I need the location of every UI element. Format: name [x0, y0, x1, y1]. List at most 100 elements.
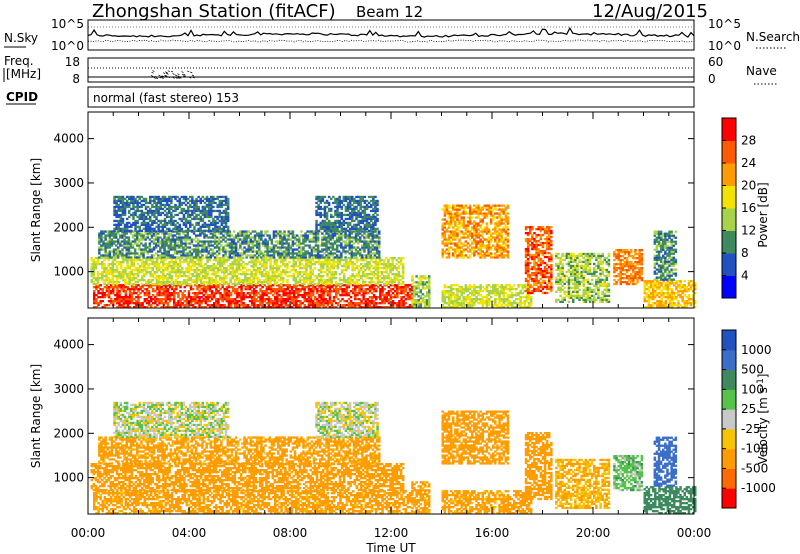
data-cell — [391, 300, 395, 303]
data-cell — [362, 298, 365, 301]
data-cell — [250, 296, 254, 299]
data-cell — [128, 306, 132, 309]
data-cell — [96, 273, 100, 276]
data-cell — [308, 252, 311, 255]
data-cell — [124, 269, 127, 272]
data-cell — [149, 267, 152, 270]
data-cell — [184, 229, 188, 232]
data-cell — [170, 211, 173, 215]
data-cell — [107, 271, 110, 274]
data-cell — [348, 252, 351, 255]
data-cell — [155, 195, 158, 199]
data-cell — [140, 217, 144, 221]
data-cell — [151, 205, 154, 209]
data-cell — [135, 306, 138, 309]
data-cell — [123, 205, 127, 209]
data-cell — [391, 284, 395, 287]
data-cell — [158, 292, 161, 295]
data-cell — [307, 294, 311, 297]
data-cell — [397, 267, 401, 270]
data-cell — [398, 292, 401, 295]
data-cell — [268, 246, 271, 249]
data-cell — [362, 284, 365, 287]
data-cell — [357, 195, 360, 199]
data-cell — [218, 263, 222, 266]
data-cell — [171, 230, 175, 233]
nsky-trace — [87, 26, 695, 38]
data-cell — [309, 282, 312, 286]
data-cell — [349, 263, 352, 266]
data-cell — [172, 265, 176, 268]
data-cell — [259, 300, 262, 303]
data-cell — [207, 236, 210, 239]
data-cell — [154, 230, 158, 233]
data-cell — [387, 294, 391, 297]
data-cell — [202, 281, 205, 284]
data-cell — [292, 286, 296, 289]
data-cell — [311, 294, 315, 297]
data-cell — [375, 256, 379, 259]
data-cell — [205, 240, 208, 243]
data-cell — [121, 236, 124, 239]
data-cell — [361, 205, 364, 209]
data-cell — [148, 238, 152, 241]
data-cell — [196, 292, 199, 295]
data-cell — [315, 227, 318, 230]
data-cell — [118, 306, 121, 309]
data-cell — [105, 288, 109, 291]
data-cell — [270, 254, 274, 257]
data-cell — [132, 197, 135, 201]
data-cell — [316, 244, 320, 247]
data-cell — [332, 221, 335, 225]
data-cell — [113, 219, 116, 223]
data-cell — [228, 230, 232, 233]
data-cell — [363, 248, 366, 251]
data-cell — [90, 267, 93, 270]
data-cell — [353, 205, 356, 209]
data-cell — [164, 269, 167, 272]
data-cell — [254, 277, 258, 280]
data-cell — [155, 215, 158, 219]
data-cell — [298, 281, 302, 284]
data-cell — [308, 256, 311, 259]
data-cell — [362, 279, 365, 282]
data-cell — [351, 273, 354, 276]
data-cell — [408, 304, 412, 307]
data-cell — [363, 242, 366, 245]
data-cell — [372, 213, 375, 217]
data-cell — [354, 284, 357, 287]
data-cell — [98, 277, 102, 280]
data-cell — [139, 306, 142, 309]
data-cell — [311, 284, 315, 287]
data-cell — [340, 259, 344, 262]
data-cell — [177, 292, 180, 295]
data-cell — [253, 238, 257, 241]
data-cell — [345, 294, 349, 297]
data-cell — [157, 275, 161, 278]
data-cell — [211, 252, 215, 255]
data-cell — [197, 263, 201, 266]
data-cell — [190, 254, 194, 257]
data-cell — [318, 286, 321, 289]
data-cell — [385, 267, 388, 270]
data-cell — [176, 207, 179, 211]
data-cell — [201, 246, 204, 249]
data-cell — [90, 265, 93, 268]
data-cell — [157, 229, 160, 232]
data-cell — [397, 261, 401, 264]
data-cell — [367, 229, 371, 232]
data-cell — [202, 282, 205, 286]
data-cell — [232, 230, 236, 233]
data-cell — [325, 238, 328, 241]
data-cell — [199, 252, 202, 255]
data-cell — [161, 197, 165, 201]
data-cell — [293, 252, 297, 255]
data-cell — [332, 229, 335, 232]
data-cell — [351, 292, 355, 295]
data-cell — [346, 221, 350, 225]
data-cell — [124, 273, 127, 276]
data-cell — [224, 197, 228, 201]
data-cell — [363, 225, 367, 228]
data-cell — [276, 296, 279, 299]
data-cell — [355, 207, 358, 211]
